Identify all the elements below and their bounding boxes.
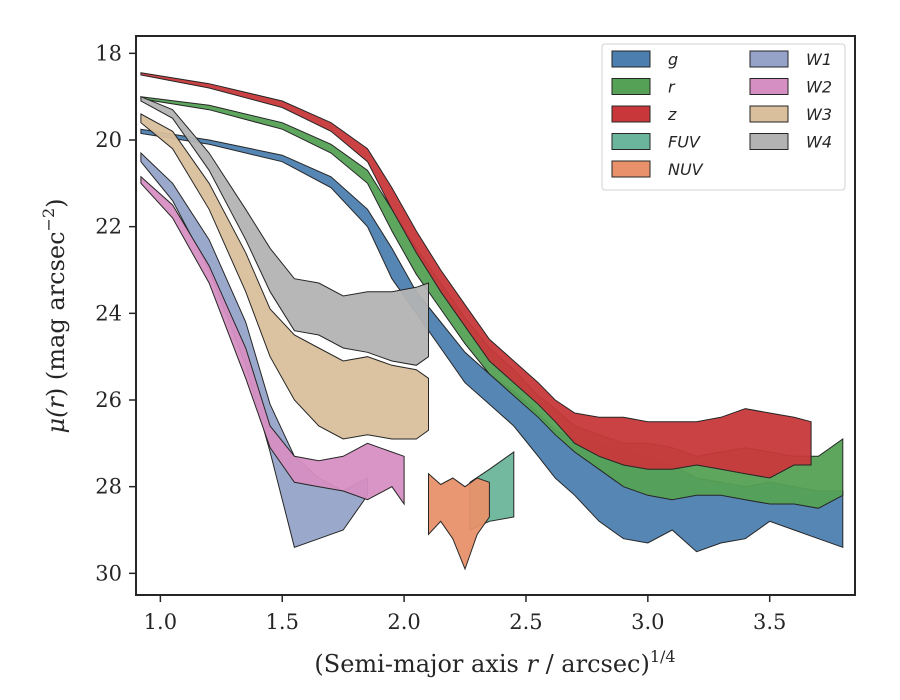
y-tick-label: 22 <box>95 215 122 239</box>
legend-label-z: z <box>667 105 677 124</box>
legend-swatch-r <box>611 78 651 95</box>
band-z <box>140 72 812 479</box>
legend-label-fuv: FUV <box>668 133 701 152</box>
band-nuv <box>428 472 490 571</box>
y-tick-label: 20 <box>95 128 122 152</box>
legend-label-w1: W1 <box>806 50 832 69</box>
x-tick-label: 1.5 <box>266 610 299 634</box>
band-g <box>140 128 844 553</box>
legend-label-g: g <box>668 50 678 69</box>
legend-swatch-fuv <box>611 133 651 150</box>
legend-swatch-w4 <box>749 133 789 150</box>
legend-swatch-z <box>611 105 651 123</box>
legend-label-nuv: NUV <box>668 160 704 179</box>
legend-swatch-w3 <box>749 105 789 123</box>
band-w4 <box>140 95 429 366</box>
y-tick-label: 28 <box>95 475 122 499</box>
legend-swatch-w1 <box>749 50 789 68</box>
series-fills <box>140 72 844 571</box>
axis-ticks: 1.0 1.5 2.0 2.5 3.0 3.5 18 20 22 24 26 28 30 <box>95 41 786 634</box>
x-tick-label: 1.0 <box>144 610 177 634</box>
y-tick-label: 26 <box>95 388 122 412</box>
x-tick-label: 3.0 <box>631 610 664 634</box>
x-axis-label: (Semi-major axis r / arcsec)1/4 <box>314 647 675 678</box>
y-axis-label: μ(r) (mag arcsec−2) <box>39 198 70 433</box>
legend-swatch-nuv <box>611 160 651 178</box>
x-tick-label: 2.5 <box>509 610 542 634</box>
legend-label-w4: W4 <box>806 133 832 152</box>
band-w3 <box>140 113 429 440</box>
legend-label-w3: W3 <box>806 105 832 124</box>
legend-label-r: r <box>668 78 676 97</box>
legend-label-w2: W2 <box>806 78 832 97</box>
plot-frame <box>135 35 856 596</box>
x-tick-label: 3.5 <box>753 610 786 634</box>
x-tick-label: 2.0 <box>387 610 420 634</box>
y-tick-label: 30 <box>95 561 122 585</box>
y-tick-label: 24 <box>95 301 122 325</box>
legend-swatch-w2 <box>749 78 789 95</box>
y-tick-label: 18 <box>95 41 122 65</box>
legend-swatch-g <box>611 50 651 68</box>
legend: grz FUV NUV W1 W2 W3 W4 <box>601 43 846 191</box>
band-w2 <box>140 175 405 506</box>
